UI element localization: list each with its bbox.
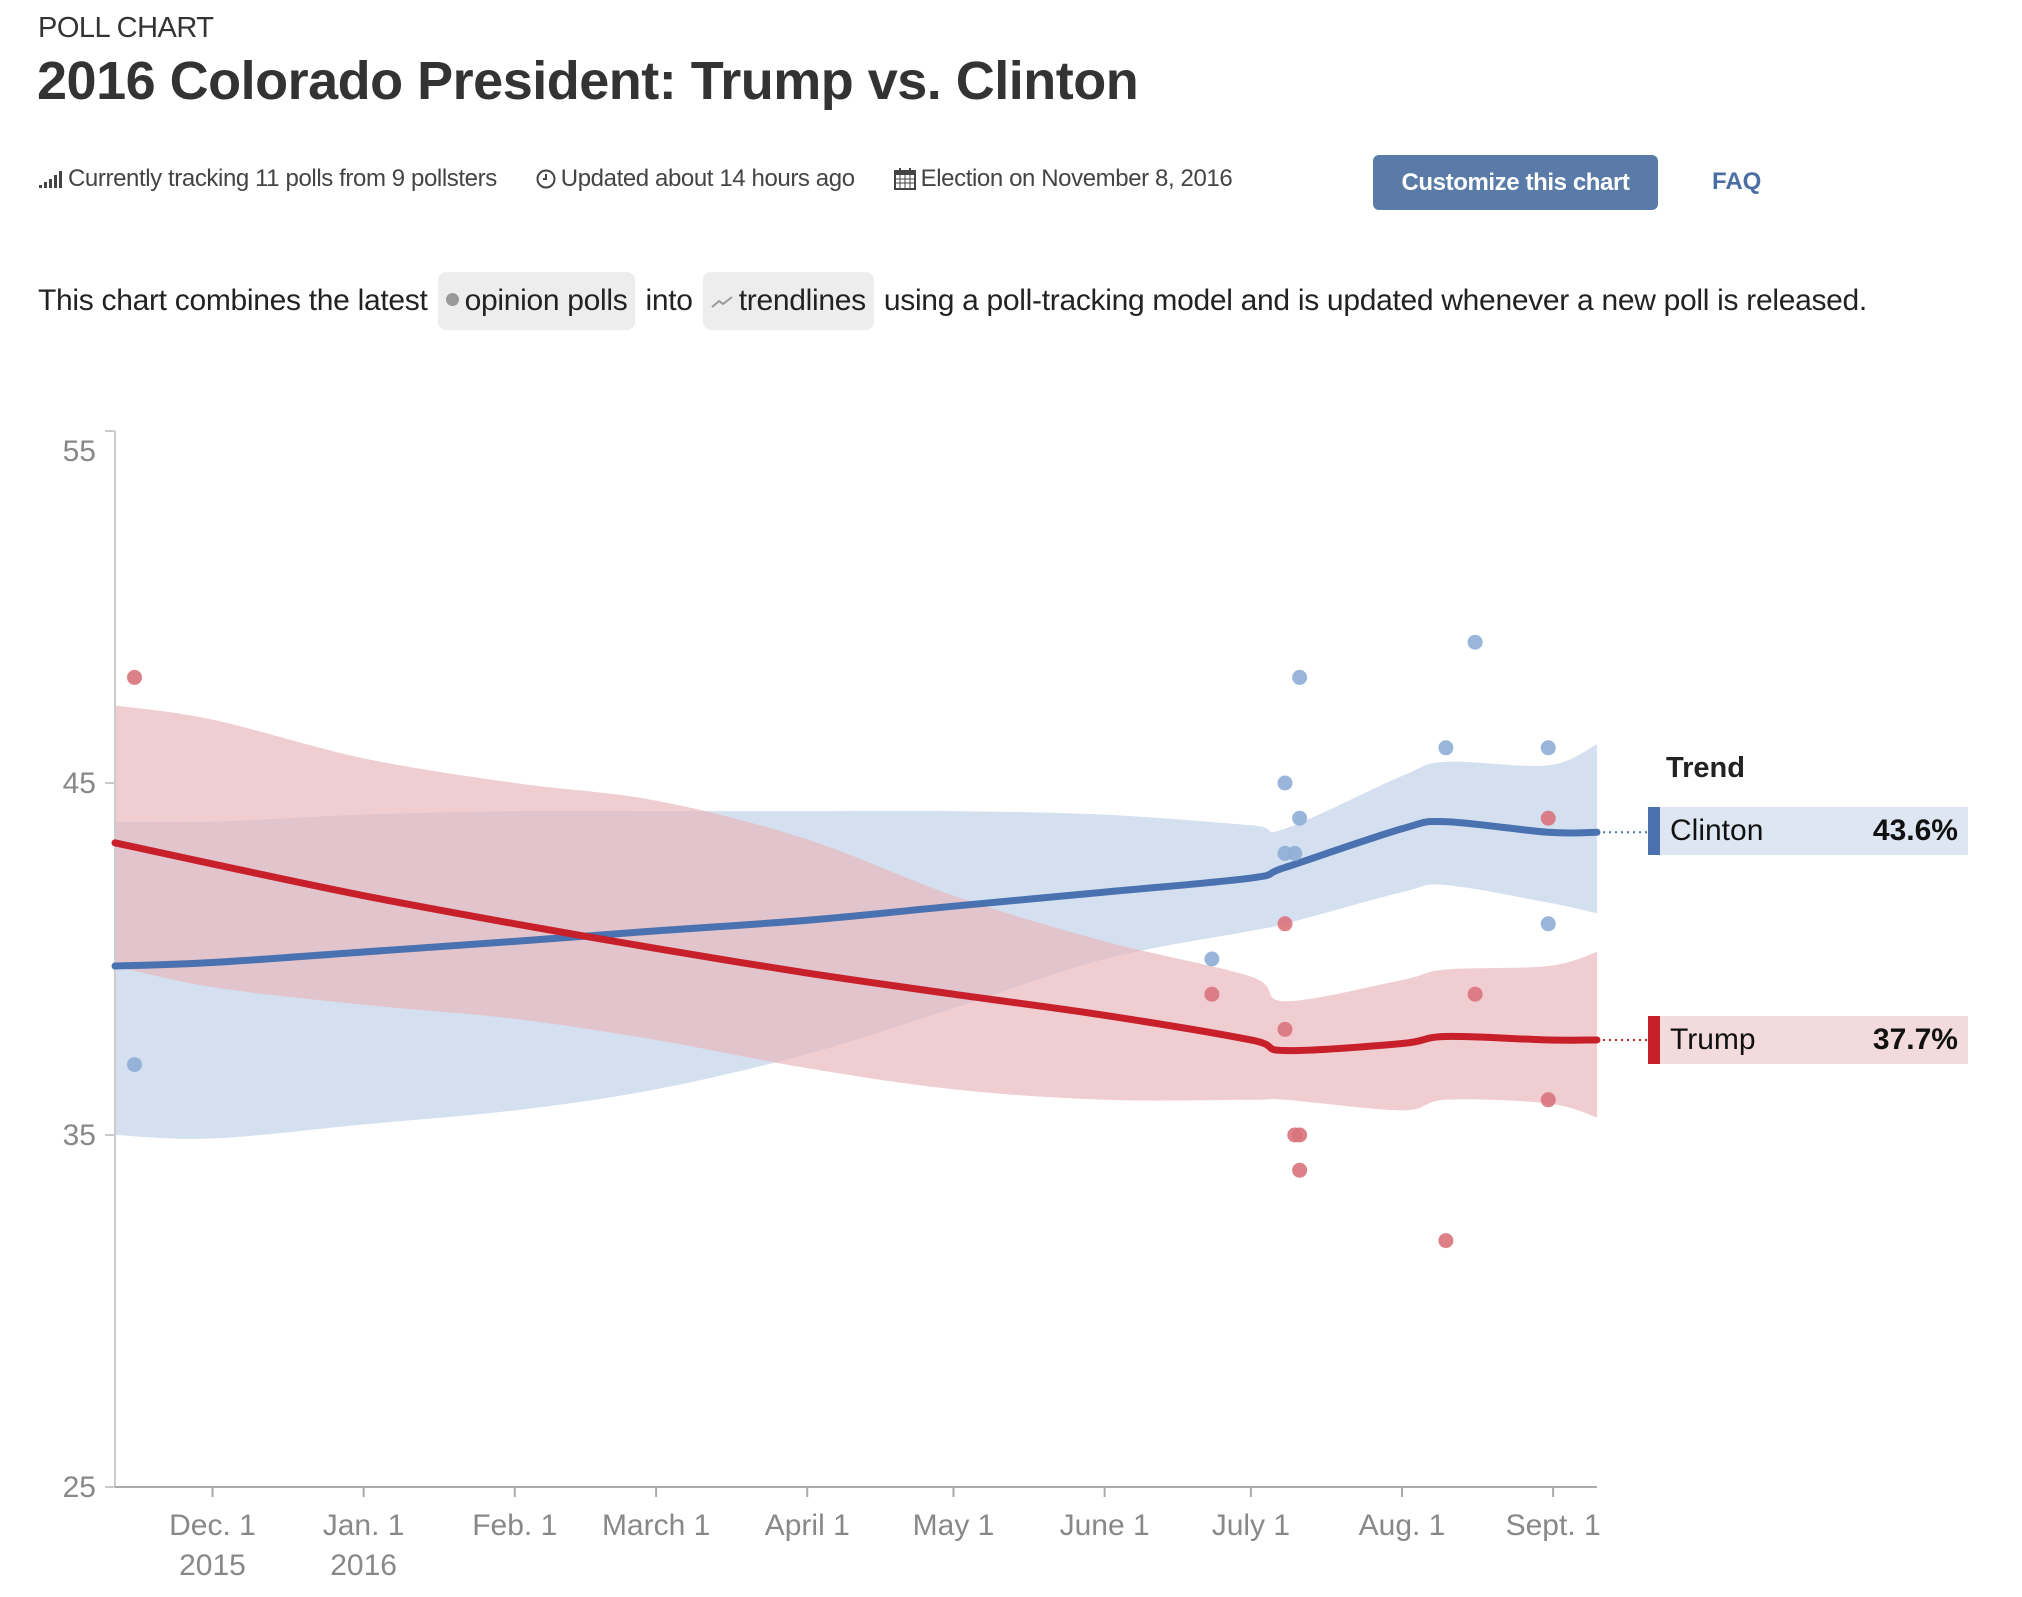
y-tick-label: 45 xyxy=(63,767,96,800)
x-tick-label: Feb. 1 xyxy=(472,1509,557,1542)
customize-chart-button[interactable]: Customize this chart xyxy=(1373,155,1658,210)
x-tick-label: Aug. 1 xyxy=(1359,1509,1446,1542)
x-tick-label: June 1 xyxy=(1060,1509,1150,1542)
updated-info: Updated about 14 hours ago xyxy=(535,165,855,193)
desc-between: into xyxy=(645,284,693,317)
legend-value: 37.7% xyxy=(1872,1023,1958,1056)
desc-after: using a poll-tracking model and is updat… xyxy=(883,284,1867,317)
x-tick-label: March 1 xyxy=(602,1509,710,1542)
trump-trendline xyxy=(111,839,1601,1055)
clinton-poll-dot xyxy=(1467,634,1483,650)
trump-poll-dot xyxy=(1438,1233,1454,1249)
trump-poll-dot xyxy=(1204,986,1220,1002)
opinion-polls-pill: opinion polls xyxy=(437,272,636,330)
legend-item-trump[interactable]: Trump 37.7% xyxy=(1648,1016,1968,1064)
x-tick-label: Sept. 1 xyxy=(1506,1509,1601,1542)
clinton-swatch xyxy=(1648,807,1660,855)
desc-before: This chart combines the latest xyxy=(38,284,428,317)
clinton-trendline xyxy=(111,817,1601,970)
tracking-info: Currently tracking 11 polls from 9 polls… xyxy=(38,165,497,193)
clinton-poll-dot xyxy=(127,1057,142,1073)
clinton-poll-dot xyxy=(1292,669,1308,685)
clinton-poll-dot xyxy=(1292,810,1308,826)
tracking-text: Currently tracking 11 polls from 9 polls… xyxy=(68,165,497,192)
trump-swatch xyxy=(1648,1016,1660,1064)
trump-confidence-band xyxy=(115,705,1597,1118)
poll-dot-icon xyxy=(445,292,459,306)
legend-name: Clinton xyxy=(1670,814,1764,847)
clinton-poll-dot xyxy=(1438,740,1454,756)
meta-bar: Currently tracking 11 polls from 9 polls… xyxy=(38,165,1270,193)
trump-poll-dot xyxy=(1467,986,1483,1002)
trump-poll-dot xyxy=(1277,916,1293,932)
opinion-polls-label: opinion polls xyxy=(464,284,628,317)
x-tick-label: Dec. 1 xyxy=(169,1509,256,1542)
x-tick-label: Jan. 1 xyxy=(323,1509,405,1542)
trump-poll-dot xyxy=(1540,1092,1556,1108)
signal-bars-icon xyxy=(39,171,62,188)
x-tick-sublabel: 2015 xyxy=(179,1549,246,1582)
legend-title: Trend xyxy=(1666,752,1745,784)
election-info: Election on November 8, 2016 xyxy=(893,165,1233,193)
trump-poll-dot xyxy=(127,669,142,685)
poll-chart: 25 35 45 55 Dec. 1 2015 Jan. 1 2016 Feb. 1 March … xyxy=(63,430,1648,1582)
trump-poll-dot xyxy=(1277,1021,1293,1037)
legend-value: 43.6% xyxy=(1872,814,1958,847)
clinton-poll-dot xyxy=(1204,951,1220,967)
y-tick-label: 55 xyxy=(63,435,96,468)
page-kicker: POLL CHART xyxy=(38,12,214,44)
x-tick-label: April 1 xyxy=(765,1509,850,1542)
clinton-poll-dot xyxy=(1540,916,1556,932)
x-tick-sublabel: 2016 xyxy=(330,1549,397,1582)
chart-description: This chart combines the latest opinion p… xyxy=(38,272,1978,330)
page-title: 2016 Colorado President: Trump vs. Clint… xyxy=(37,51,1139,111)
legend-name: Trump xyxy=(1670,1023,1756,1056)
clinton-poll-dot xyxy=(1277,775,1293,791)
faq-link[interactable]: FAQ xyxy=(1712,168,1762,195)
clinton-poll-dot xyxy=(1540,740,1556,756)
trump-poll-dot xyxy=(1292,1127,1308,1143)
trendlines-label: trendlines xyxy=(738,284,866,317)
election-text: Election on November 8, 2016 xyxy=(920,165,1233,192)
trendlines-pill: trendlines xyxy=(702,272,874,330)
y-tick-label: 35 xyxy=(63,1119,96,1152)
trump-poll-dot xyxy=(1540,810,1556,826)
trump-poll-dot xyxy=(1292,1162,1308,1178)
updated-text: Updated about 14 hours ago xyxy=(560,165,855,192)
y-tick-label: 25 xyxy=(63,1471,96,1504)
trendline-icon xyxy=(711,296,733,308)
calendar-icon xyxy=(893,168,916,190)
x-tick-label: July 1 xyxy=(1212,1509,1290,1542)
clock-icon xyxy=(536,169,556,189)
x-tick-label: May 1 xyxy=(913,1509,995,1542)
legend-item-clinton[interactable]: Clinton 43.6% xyxy=(1648,807,1968,855)
clinton-poll-dot xyxy=(1287,845,1303,861)
